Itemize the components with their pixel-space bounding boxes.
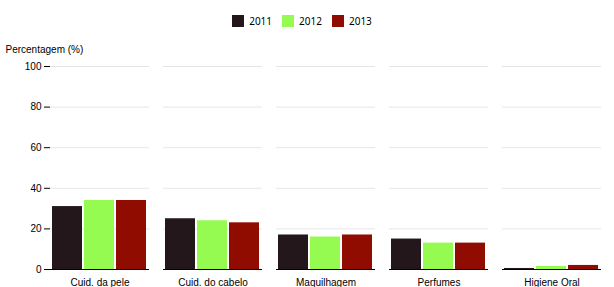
svg-text:80: 80 [30,101,42,112]
html-text:2011: 2011 [249,13,272,28]
svg-text:Higiene Oral: Higiene Oral [524,277,580,287]
svg-text:Cuid. da pele: Cuid. da pele [71,277,130,287]
svg-text:Percentagem (%): Percentagem (%) [6,44,84,55]
svg-text:100: 100 [25,61,42,72]
svg-text:0: 0 [36,264,42,275]
svg-text:Maquilhagem: Maquilhagem [296,277,356,287]
html-text:2013: 2013 [348,13,372,28]
svg-text:60: 60 [30,142,42,153]
svg-text:40: 40 [30,183,42,194]
svg-text:20: 20 [30,223,42,234]
svg-text:Perfumes: Perfumes [418,277,461,287]
html-text:2012: 2012 [299,13,322,28]
svg-text:Cuid. do cabelo: Cuid. do cabelo [178,277,248,287]
